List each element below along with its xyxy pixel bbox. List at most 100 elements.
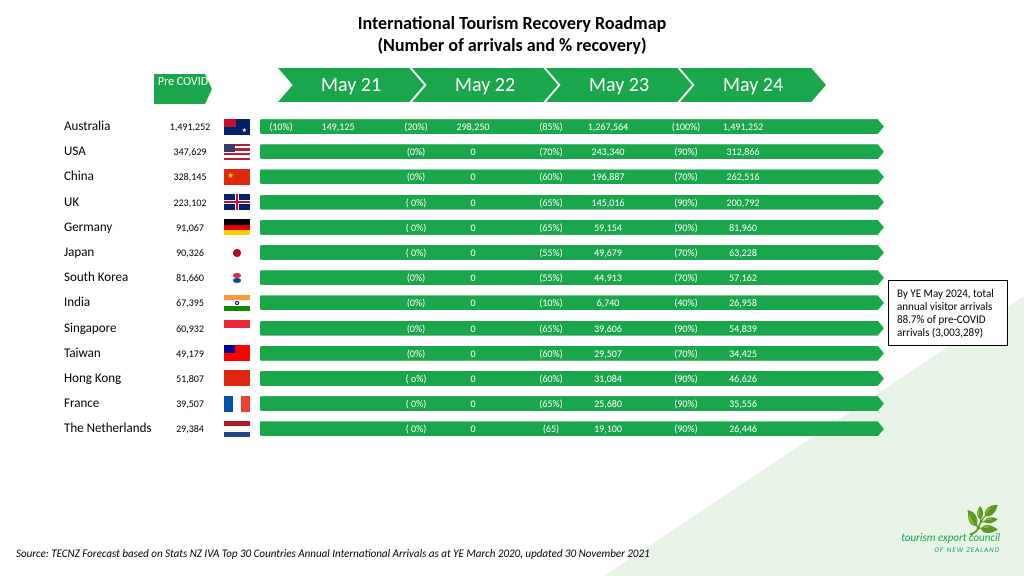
arrivals-value: 0 xyxy=(437,221,509,234)
recovery-percent: (90%) xyxy=(665,372,707,385)
arrivals-value: 54,839 xyxy=(707,322,779,335)
precovid-value: 67,395 xyxy=(162,296,218,309)
recovery-percent: (20%) xyxy=(395,120,437,133)
date-header-row: May 21May 22May 23May 24 xyxy=(290,68,826,102)
arrivals-value: 0 xyxy=(437,422,509,435)
recovery-percent: (65%) xyxy=(530,196,572,209)
arrivals-value: 59,154 xyxy=(572,221,644,234)
bar-cell: (65%)25,680 xyxy=(530,397,665,410)
flag-de-icon xyxy=(224,219,250,235)
arrivals-value: 39,606 xyxy=(572,322,644,335)
slide-content: International Tourism Recovery Roadmap (… xyxy=(0,0,1024,576)
data-row: Japan90,326( 0%)0(55%)49,679(70%)63,228 xyxy=(64,240,884,265)
recovery-percent: ( 0%) xyxy=(395,397,437,410)
summary-callout: By YE May 2024, total annual visitor arr… xyxy=(888,280,1008,346)
arrivals-value: 0 xyxy=(437,322,509,335)
bar-cell: (55%)44,913 xyxy=(530,271,665,284)
data-row: USA347,629(0%)0(70%)243,340(90%)312,866 xyxy=(64,139,884,164)
recovery-bar: ( 0%)0(65)19,100(90%)26,446 xyxy=(260,421,884,436)
arrivals-value: 25,680 xyxy=(572,397,644,410)
bar-cell: (70%)34,425 xyxy=(665,347,800,360)
bar-cell: (10%)6,740 xyxy=(530,296,665,309)
bar-cell: ( 0%)0 xyxy=(395,221,530,234)
arrivals-value: 57,162 xyxy=(707,271,779,284)
arrivals-value: 35,556 xyxy=(707,397,779,410)
precovid-value: 29,384 xyxy=(162,422,218,435)
arrivals-value: 0 xyxy=(437,145,509,158)
arrivals-value: 26,958 xyxy=(707,296,779,309)
bar-cell: (65)19,100 xyxy=(530,422,665,435)
arrivals-value: 262,516 xyxy=(707,170,779,183)
recovery-percent: (0%) xyxy=(395,296,437,309)
recovery-percent: ( o%) xyxy=(395,372,437,385)
arrivals-value: 0 xyxy=(437,170,509,183)
recovery-percent: (100%) xyxy=(665,120,707,133)
recovery-bar: ( 0%)0(65%)25,680(90%)35,556 xyxy=(260,396,884,411)
recovery-percent: (90%) xyxy=(665,397,707,410)
recovery-percent: (55%) xyxy=(530,271,572,284)
bar-cell: (90%)46,626 xyxy=(665,372,800,385)
bar-cell: (90%)54,839 xyxy=(665,322,800,335)
flag-au-icon: ★ xyxy=(224,119,250,135)
data-row: Hong Kong51,807( o%)0(60%)31,084(90%)46,… xyxy=(64,366,884,391)
precovid-value: 328,145 xyxy=(162,170,218,183)
logo-line-2: OF NEW ZEALAND xyxy=(901,544,1000,556)
fern-icon: 🌿 xyxy=(901,510,1000,532)
country-name: South Korea xyxy=(64,270,162,285)
recovery-percent: (0%) xyxy=(395,322,437,335)
recovery-percent: (55%) xyxy=(530,246,572,259)
data-row: Australia1,491,252★(10%)149,125(20%)298,… xyxy=(64,114,884,139)
recovery-percent: (90%) xyxy=(665,145,707,158)
recovery-percent: (0%) xyxy=(395,271,437,284)
arrivals-value: 63,228 xyxy=(707,246,779,259)
precovid-value: 347,629 xyxy=(162,145,218,158)
precovid-value: 51,807 xyxy=(162,372,218,385)
flag-jp-icon xyxy=(224,245,250,261)
recovery-bar: (10%)149,125(20%)298,250(85%)1,267,564(1… xyxy=(260,119,884,134)
bar-cell: ( 0%)0 xyxy=(395,246,530,259)
arrivals-value: 19,100 xyxy=(572,422,644,435)
bar-cell: ( 0%)0 xyxy=(395,397,530,410)
arrivals-value: 0 xyxy=(437,246,509,259)
recovery-bar: (0%)0(60%)29,507(70%)34,425 xyxy=(260,346,884,361)
date-header-1: May 22 xyxy=(412,68,558,102)
precovid-header-chip: Pre COVID xyxy=(154,74,212,104)
bar-cell: (90%)35,556 xyxy=(665,397,800,410)
data-row: India67,395(0%)0(10%)6,740(40%)26,958 xyxy=(64,290,884,315)
arrivals-value: 0 xyxy=(437,372,509,385)
recovery-bar: ( 0%)0(65%)59,154(90%)81,960 xyxy=(260,220,884,235)
recovery-percent: ( 0%) xyxy=(395,246,437,259)
recovery-bar: (0%)0(65%)39,606(90%)54,839 xyxy=(260,321,884,336)
country-name: UK xyxy=(64,195,162,210)
logo-line-1: tourism export council xyxy=(901,532,1000,544)
arrivals-value: 149,125 xyxy=(302,120,374,133)
arrivals-value: 196,887 xyxy=(572,170,644,183)
arrivals-value: 6,740 xyxy=(572,296,644,309)
country-name: Taiwan xyxy=(64,346,162,361)
precovid-value: 60,932 xyxy=(162,322,218,335)
bar-cell: (10%)149,125 xyxy=(260,120,395,133)
country-name: Singapore xyxy=(64,321,162,336)
recovery-percent: (65%) xyxy=(530,397,572,410)
bar-cell: (90%)26,446 xyxy=(665,422,800,435)
bar-cell: (70%)57,162 xyxy=(665,271,800,284)
flag-in-icon xyxy=(224,295,250,311)
country-name: France xyxy=(64,396,162,411)
bar-cell: (0%)0 xyxy=(395,145,530,158)
flag-uk-icon xyxy=(224,194,250,210)
bar-cell: (60%)196,887 xyxy=(530,170,665,183)
date-header-0: May 21 xyxy=(278,68,424,102)
recovery-percent: (70%) xyxy=(665,347,707,360)
recovery-bar: ( 0%)0(55%)49,679(70%)63,228 xyxy=(260,245,884,260)
flag-us-icon xyxy=(224,144,250,160)
bar-cell: (55%)49,679 xyxy=(530,246,665,259)
recovery-percent: (70%) xyxy=(665,271,707,284)
flag-sg-icon xyxy=(224,320,250,336)
flag-tw-icon xyxy=(224,345,250,361)
bar-cell: ( 0%)0 xyxy=(395,196,530,209)
arrivals-value: 145,016 xyxy=(572,196,644,209)
bar-cell: (65%)59,154 xyxy=(530,221,665,234)
recovery-percent: (90%) xyxy=(665,221,707,234)
country-name: Australia xyxy=(64,119,162,134)
precovid-value: 1,491,252 xyxy=(162,120,218,133)
